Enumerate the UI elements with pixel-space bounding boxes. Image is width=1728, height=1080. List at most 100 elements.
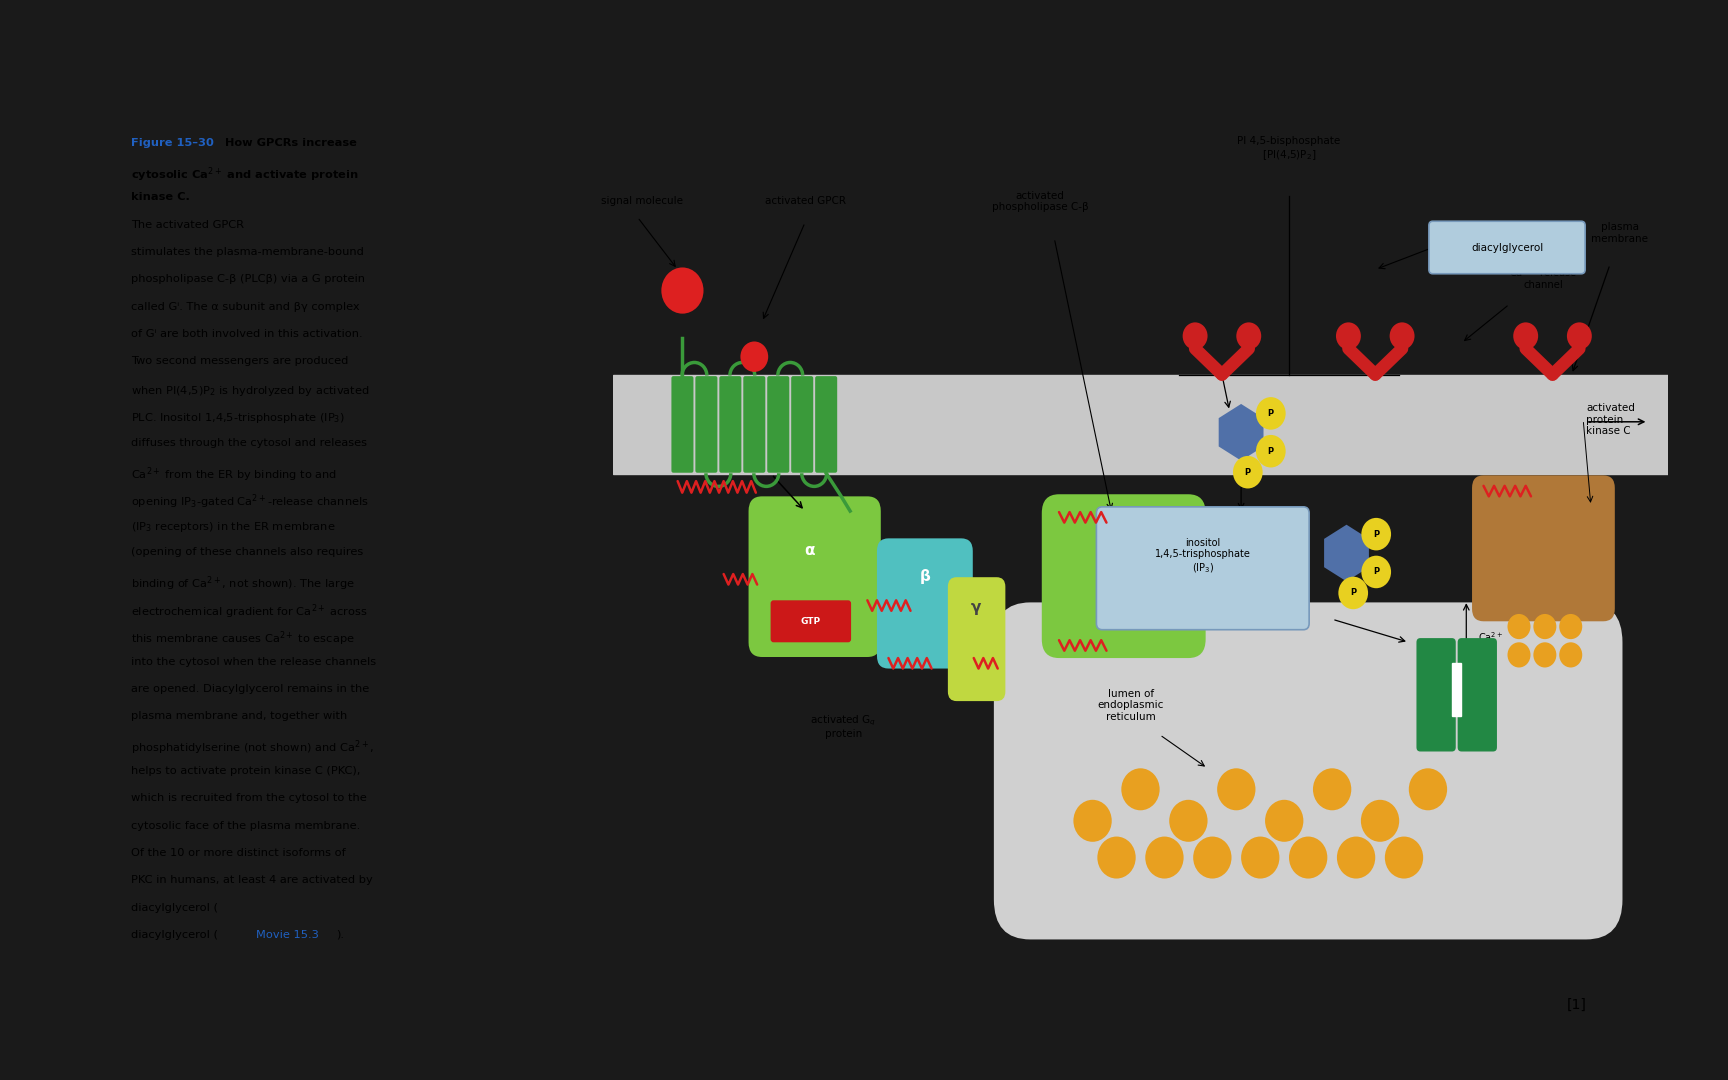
Text: P: P xyxy=(1374,567,1379,577)
Text: PLC. Inositol 1,4,5-trisphosphate (IP$_3$): PLC. Inositol 1,4,5-trisphosphate (IP$_3… xyxy=(131,410,346,424)
Text: PI 4,5-bisphosphate
[PI(4,5)P$_2$]: PI 4,5-bisphosphate [PI(4,5)P$_2$] xyxy=(1237,136,1341,162)
Text: plasma
membrane: plasma membrane xyxy=(1591,222,1649,244)
Text: Ca$^{2+}$: Ca$^{2+}$ xyxy=(1477,630,1503,644)
FancyBboxPatch shape xyxy=(949,577,1006,701)
Text: are opened. Diacylglycerol remains in the: are opened. Diacylglycerol remains in th… xyxy=(131,684,370,694)
Circle shape xyxy=(1121,768,1159,810)
Text: Two second messengers are produced: Two second messengers are produced xyxy=(131,356,349,366)
Circle shape xyxy=(1236,322,1261,350)
FancyBboxPatch shape xyxy=(719,376,741,473)
Circle shape xyxy=(1533,643,1557,667)
FancyBboxPatch shape xyxy=(1472,475,1614,621)
Circle shape xyxy=(1507,643,1531,667)
Text: (opening of these channels also requires: (opening of these channels also requires xyxy=(131,548,363,557)
Circle shape xyxy=(1389,322,1415,350)
FancyBboxPatch shape xyxy=(1042,495,1206,658)
Text: α: α xyxy=(805,543,816,558)
Text: of Gⁱ are both involved in this activation.: of Gⁱ are both involved in this activati… xyxy=(131,328,363,339)
Text: diffuses through the cytosol and releases: diffuses through the cytosol and release… xyxy=(131,438,366,448)
Text: opening IP$_3$-gated Ca$^{2+}$-release channels: opening IP$_3$-gated Ca$^{2+}$-release c… xyxy=(131,492,368,512)
Text: P: P xyxy=(1374,529,1379,539)
Text: P: P xyxy=(1350,589,1356,597)
FancyBboxPatch shape xyxy=(695,376,717,473)
Circle shape xyxy=(740,341,769,372)
Circle shape xyxy=(1241,837,1279,878)
Text: Of the 10 or more distinct isoforms of: Of the 10 or more distinct isoforms of xyxy=(131,848,346,858)
Text: P: P xyxy=(1268,447,1274,456)
Text: activated
protein
kinase C: activated protein kinase C xyxy=(1586,403,1635,436)
Circle shape xyxy=(1559,643,1583,667)
Circle shape xyxy=(1336,322,1362,350)
Text: Figure 15–30: Figure 15–30 xyxy=(131,137,218,148)
Text: GTP: GTP xyxy=(800,617,821,625)
Circle shape xyxy=(1384,837,1424,878)
Text: β: β xyxy=(919,569,930,583)
Text: helps to activate protein kinase C (PKC),: helps to activate protein kinase C (PKC)… xyxy=(131,766,361,777)
Text: phosphatidylserine (not shown) and Ca$^{2+}$,: phosphatidylserine (not shown) and Ca$^{… xyxy=(131,739,373,757)
Text: kinase C.: kinase C. xyxy=(131,192,190,202)
Text: Ca$^{2+}$ from the ER by binding to and: Ca$^{2+}$ from the ER by binding to and xyxy=(131,465,337,484)
Circle shape xyxy=(1170,800,1208,841)
Circle shape xyxy=(1514,322,1538,350)
Circle shape xyxy=(1289,837,1327,878)
Polygon shape xyxy=(1324,525,1369,581)
Text: diacylglycerol (: diacylglycerol ( xyxy=(131,930,218,940)
FancyBboxPatch shape xyxy=(1417,638,1455,752)
Text: ).: ). xyxy=(337,930,344,940)
Text: called Gⁱ. The α subunit and βγ complex: called Gⁱ. The α subunit and βγ complex xyxy=(131,301,359,311)
Text: Movie 15.3: Movie 15.3 xyxy=(256,930,318,940)
Text: this membrane causes Ca$^{2+}$ to escape: this membrane causes Ca$^{2+}$ to escape xyxy=(131,630,354,648)
Text: PKC in humans, at least 4 are activated by: PKC in humans, at least 4 are activated … xyxy=(131,875,373,886)
Text: activated GPCR: activated GPCR xyxy=(764,197,845,206)
Text: P: P xyxy=(1244,468,1251,476)
Circle shape xyxy=(1337,837,1375,878)
Text: (IP$_3$ receptors) in the ER membrane: (IP$_3$ receptors) in the ER membrane xyxy=(131,521,335,535)
Circle shape xyxy=(1507,613,1531,639)
Text: activated G$_q$
protein: activated G$_q$ protein xyxy=(810,713,876,740)
Text: open IP$_3$-gated
Ca$^{2+}$-release
channel: open IP$_3$-gated Ca$^{2+}$-release chan… xyxy=(1505,248,1581,291)
FancyBboxPatch shape xyxy=(1458,638,1496,752)
FancyBboxPatch shape xyxy=(994,603,1623,940)
FancyBboxPatch shape xyxy=(791,376,814,473)
Text: γ: γ xyxy=(971,600,982,616)
Text: when PI(4,5)P$_2$ is hydrolyzed by activated: when PI(4,5)P$_2$ is hydrolyzed by activ… xyxy=(131,383,370,397)
Circle shape xyxy=(1256,435,1286,468)
Circle shape xyxy=(1265,800,1303,841)
Circle shape xyxy=(1234,456,1263,488)
Circle shape xyxy=(1146,837,1184,878)
Bar xyxy=(1452,663,1462,716)
Text: plasma membrane and, together with: plasma membrane and, together with xyxy=(131,712,347,721)
Text: signal molecule: signal molecule xyxy=(601,197,683,206)
Text: lumen of
endoplasmic
reticulum: lumen of endoplasmic reticulum xyxy=(1097,689,1165,721)
FancyBboxPatch shape xyxy=(743,376,766,473)
Circle shape xyxy=(1339,577,1369,609)
FancyBboxPatch shape xyxy=(748,497,881,657)
Circle shape xyxy=(1567,322,1591,350)
FancyBboxPatch shape xyxy=(1096,507,1310,630)
Circle shape xyxy=(1362,518,1391,551)
Text: phospholipase C-β (PLCβ) via a G protein: phospholipase C-β (PLCβ) via a G protein xyxy=(131,274,365,284)
Text: [1]: [1] xyxy=(1566,998,1586,1012)
Circle shape xyxy=(1408,768,1446,810)
Circle shape xyxy=(1362,556,1391,589)
FancyBboxPatch shape xyxy=(771,600,852,643)
Text: How GPCRs increase: How GPCRs increase xyxy=(225,137,358,148)
FancyBboxPatch shape xyxy=(816,376,836,473)
Text: cytosolic Ca$^{2+}$ and activate protein: cytosolic Ca$^{2+}$ and activate protein xyxy=(131,165,358,184)
Text: The activated GPCR: The activated GPCR xyxy=(131,219,244,230)
Circle shape xyxy=(1256,397,1286,430)
Text: which is recruited from the cytosol to the: which is recruited from the cytosol to t… xyxy=(131,794,366,804)
Text: inositol
1,4,5-trisphosphate
(IP$_3$): inositol 1,4,5-trisphosphate (IP$_3$) xyxy=(1154,538,1251,575)
Text: diacylglycerol (: diacylglycerol ( xyxy=(131,903,218,913)
Circle shape xyxy=(1559,613,1583,639)
Circle shape xyxy=(1533,613,1557,639)
Text: stimulates the plasma-membrane-bound: stimulates the plasma-membrane-bound xyxy=(131,247,365,257)
Text: activated
phospholipase C-β: activated phospholipase C-β xyxy=(992,190,1089,212)
Bar xyxy=(613,375,1668,474)
Circle shape xyxy=(1362,800,1400,841)
Text: into the cytosol when the release channels: into the cytosol when the release channe… xyxy=(131,657,377,666)
Text: P: P xyxy=(1268,409,1274,418)
Circle shape xyxy=(1217,768,1256,810)
Polygon shape xyxy=(1218,404,1263,461)
Text: binding of Ca$^{2+}$, not shown). The large: binding of Ca$^{2+}$, not shown). The la… xyxy=(131,575,354,593)
